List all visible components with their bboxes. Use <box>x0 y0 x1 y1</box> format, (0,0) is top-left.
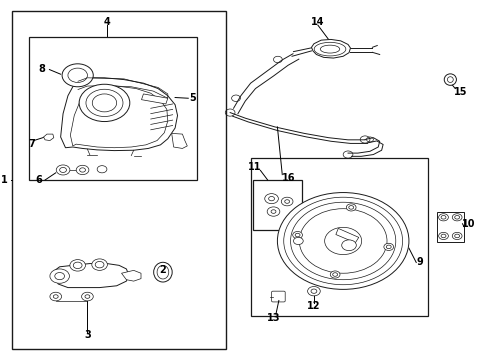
Circle shape <box>285 200 290 203</box>
Circle shape <box>325 227 362 255</box>
Circle shape <box>342 240 356 251</box>
Circle shape <box>62 64 93 87</box>
Polygon shape <box>55 264 129 288</box>
Circle shape <box>386 245 391 249</box>
Circle shape <box>68 68 87 82</box>
Text: 10: 10 <box>462 219 476 229</box>
Text: 2: 2 <box>160 265 166 275</box>
Text: 4: 4 <box>103 17 110 27</box>
Circle shape <box>346 204 356 211</box>
Text: 16: 16 <box>282 173 295 183</box>
Circle shape <box>439 214 448 221</box>
Circle shape <box>452 214 462 221</box>
Circle shape <box>455 234 460 238</box>
Circle shape <box>55 273 65 280</box>
Circle shape <box>384 243 393 251</box>
Circle shape <box>311 289 317 293</box>
Text: 1: 1 <box>1 175 8 185</box>
Circle shape <box>439 232 448 239</box>
Circle shape <box>50 292 62 301</box>
Circle shape <box>74 262 82 269</box>
Circle shape <box>455 216 460 219</box>
Circle shape <box>95 261 104 268</box>
Circle shape <box>267 207 280 216</box>
Bar <box>12 12 226 348</box>
Ellipse shape <box>444 74 456 85</box>
Circle shape <box>269 197 274 201</box>
Polygon shape <box>44 134 54 140</box>
Bar <box>29 37 197 180</box>
Circle shape <box>92 259 107 270</box>
Text: 14: 14 <box>311 17 324 27</box>
Text: 8: 8 <box>39 64 46 74</box>
Text: 5: 5 <box>189 93 196 103</box>
Circle shape <box>97 166 107 173</box>
Text: 13: 13 <box>267 313 281 323</box>
Circle shape <box>265 194 278 204</box>
Circle shape <box>333 273 338 276</box>
Bar <box>253 180 302 230</box>
Circle shape <box>50 269 70 283</box>
Text: 12: 12 <box>307 301 320 311</box>
Circle shape <box>85 295 90 298</box>
Circle shape <box>80 168 85 172</box>
Circle shape <box>293 231 302 239</box>
Text: 7: 7 <box>28 139 35 149</box>
Circle shape <box>349 206 354 209</box>
Circle shape <box>76 165 89 175</box>
Polygon shape <box>172 134 187 148</box>
Circle shape <box>299 209 387 273</box>
Polygon shape <box>437 212 464 242</box>
Ellipse shape <box>154 262 172 282</box>
Circle shape <box>295 233 300 237</box>
Circle shape <box>86 89 123 117</box>
Circle shape <box>294 237 303 244</box>
Circle shape <box>81 292 93 301</box>
Circle shape <box>330 271 340 278</box>
Text: 6: 6 <box>35 175 42 185</box>
Polygon shape <box>122 270 141 281</box>
Ellipse shape <box>157 265 169 279</box>
Circle shape <box>92 94 117 112</box>
Polygon shape <box>312 40 350 58</box>
Bar <box>250 158 428 316</box>
Circle shape <box>291 202 396 280</box>
Circle shape <box>452 232 462 239</box>
Circle shape <box>271 210 276 213</box>
Ellipse shape <box>447 77 453 82</box>
Ellipse shape <box>314 42 346 56</box>
Polygon shape <box>142 94 168 104</box>
Circle shape <box>441 216 446 219</box>
Circle shape <box>308 287 320 296</box>
Text: 15: 15 <box>454 87 468 97</box>
Text: 3: 3 <box>84 330 91 340</box>
Text: 9: 9 <box>417 257 423 267</box>
Circle shape <box>284 197 403 285</box>
Polygon shape <box>61 78 177 150</box>
Circle shape <box>441 234 446 238</box>
Circle shape <box>70 260 85 271</box>
Circle shape <box>60 167 67 172</box>
Polygon shape <box>336 228 359 243</box>
Circle shape <box>53 295 58 298</box>
Ellipse shape <box>320 45 340 53</box>
Circle shape <box>79 84 130 122</box>
Circle shape <box>277 193 409 289</box>
Circle shape <box>281 197 293 206</box>
Circle shape <box>56 165 70 175</box>
Text: 11: 11 <box>248 162 261 172</box>
FancyBboxPatch shape <box>271 291 285 302</box>
